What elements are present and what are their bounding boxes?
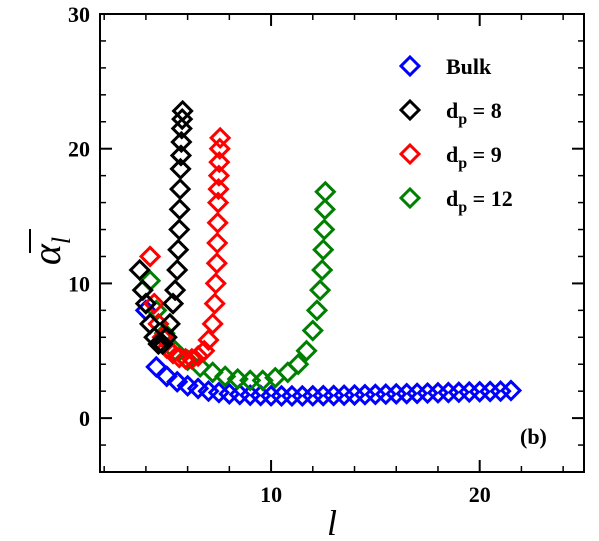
- marker-dp-eq-8: [147, 332, 170, 356]
- marker-dp-eq-9: [207, 177, 230, 201]
- marker-dp-eq-9: [151, 326, 174, 349]
- marker-dp-eq-12: [305, 299, 329, 322]
- marker-dp-eq-12: [214, 365, 237, 388]
- marker-Bulk: [489, 380, 512, 403]
- marker-dp-eq-9: [209, 126, 232, 150]
- marker-dp-eq-9: [197, 328, 220, 352]
- marker-dp-eq-12: [311, 258, 334, 282]
- marker-dp-eq-8: [158, 312, 182, 335]
- y-tick-label: 20: [68, 137, 90, 162]
- marker-dp-eq-9: [204, 272, 227, 295]
- svg-text:αl: αl: [24, 237, 76, 265]
- legend-marker: [398, 54, 422, 78]
- legend-label-sub: p: [458, 155, 467, 172]
- y-tick-label: 30: [68, 2, 90, 27]
- marker-dp-eq-8: [170, 117, 193, 140]
- x-tick-label: 20: [469, 482, 491, 507]
- marker-dp-eq-9: [208, 151, 231, 174]
- y-axis-label-group: αl: [24, 237, 76, 265]
- legend-marker: [398, 186, 422, 210]
- marker-dp-eq-8: [168, 218, 191, 241]
- marker-dp-eq-9: [186, 345, 210, 368]
- marker-dp-eq-8: [155, 326, 178, 349]
- legend-label-tail: = 12: [467, 186, 513, 211]
- marker-dp-eq-8: [161, 292, 185, 315]
- marker-dp-eq-8: [151, 332, 174, 356]
- y-axis-label: α: [24, 243, 69, 265]
- marker-dp-eq-12: [287, 353, 310, 376]
- marker-dp-eq-9: [208, 137, 231, 160]
- marker-dp-eq-9: [207, 164, 231, 187]
- y-tick-label: 10: [68, 271, 90, 296]
- marker-Bulk: [155, 365, 178, 388]
- legend-label-tail: = 8: [467, 98, 502, 123]
- marker-dp-eq-8: [134, 292, 158, 315]
- legend-marker: [398, 142, 422, 166]
- marker-dp-eq-8: [170, 130, 193, 154]
- data-markers: [128, 99, 523, 408]
- marker-dp-eq-12: [312, 238, 335, 261]
- marker-dp-eq-9: [206, 211, 229, 234]
- legend-label-main: Bulk: [446, 54, 492, 79]
- marker-dp-eq-12: [313, 218, 336, 241]
- y-tick-label: 0: [79, 406, 90, 431]
- legend-label-main: d: [446, 186, 458, 211]
- marker-dp-eq-12: [308, 279, 332, 302]
- marker-dp-eq-9: [206, 191, 230, 214]
- legend-label-sub: p: [458, 111, 467, 128]
- axis-ticks: [100, 13, 584, 472]
- marker-dp-eq-9: [205, 252, 228, 275]
- panel-annotation: (b): [520, 424, 547, 449]
- marker-dp-eq-8: [168, 177, 192, 201]
- marker-dp-eq-8: [167, 238, 190, 261]
- marker-dp-eq-9: [174, 347, 197, 370]
- marker-dp-eq-9: [143, 292, 166, 315]
- marker-dp-eq-9: [180, 347, 203, 370]
- marker-dp-eq-8: [169, 144, 193, 167]
- marker-dp-eq-12: [201, 361, 224, 384]
- marker-dp-eq-9: [201, 312, 224, 335]
- x-tick-label: 10: [260, 482, 282, 507]
- legend-label-tail: = 9: [467, 142, 502, 167]
- legend-label-main: d: [446, 98, 458, 123]
- marker-Bulk: [499, 379, 523, 402]
- marker-dp-eq-12: [295, 339, 318, 362]
- legend-label-main: d: [446, 142, 458, 167]
- legend-label-sub: p: [458, 199, 467, 216]
- marker-dp-eq-12: [313, 198, 337, 221]
- plot-frame: [99, 13, 585, 473]
- marker-dp-eq-8: [166, 258, 189, 282]
- marker-dp-eq-8: [168, 198, 191, 221]
- legend-label: dp = 9: [446, 142, 502, 172]
- tick-labels: 10 20 0 10 20 30: [68, 2, 491, 507]
- marker-dp-eq-12: [301, 319, 324, 342]
- y-axis-label-subscript: l: [47, 237, 76, 244]
- marker-dp-eq-12: [314, 180, 337, 203]
- x-axis-label: l: [327, 503, 337, 541]
- legend-label: dp = 8: [446, 98, 502, 128]
- marker-dp-eq-8: [128, 258, 151, 282]
- marker-dp-eq-9: [138, 245, 162, 268]
- marker-dp-eq-8: [171, 99, 194, 123]
- marker-dp-eq-9: [203, 292, 226, 315]
- marker-dp-eq-8: [169, 157, 192, 181]
- legend-label: dp = 12: [446, 186, 513, 216]
- marker-dp-eq-9: [206, 231, 229, 255]
- marker-Bulk: [166, 370, 189, 393]
- marker-dp-eq-12: [251, 369, 274, 392]
- marker-dp-eq-8: [163, 279, 187, 302]
- legend-marker: [398, 98, 422, 122]
- legend-label: Bulk: [446, 54, 492, 79]
